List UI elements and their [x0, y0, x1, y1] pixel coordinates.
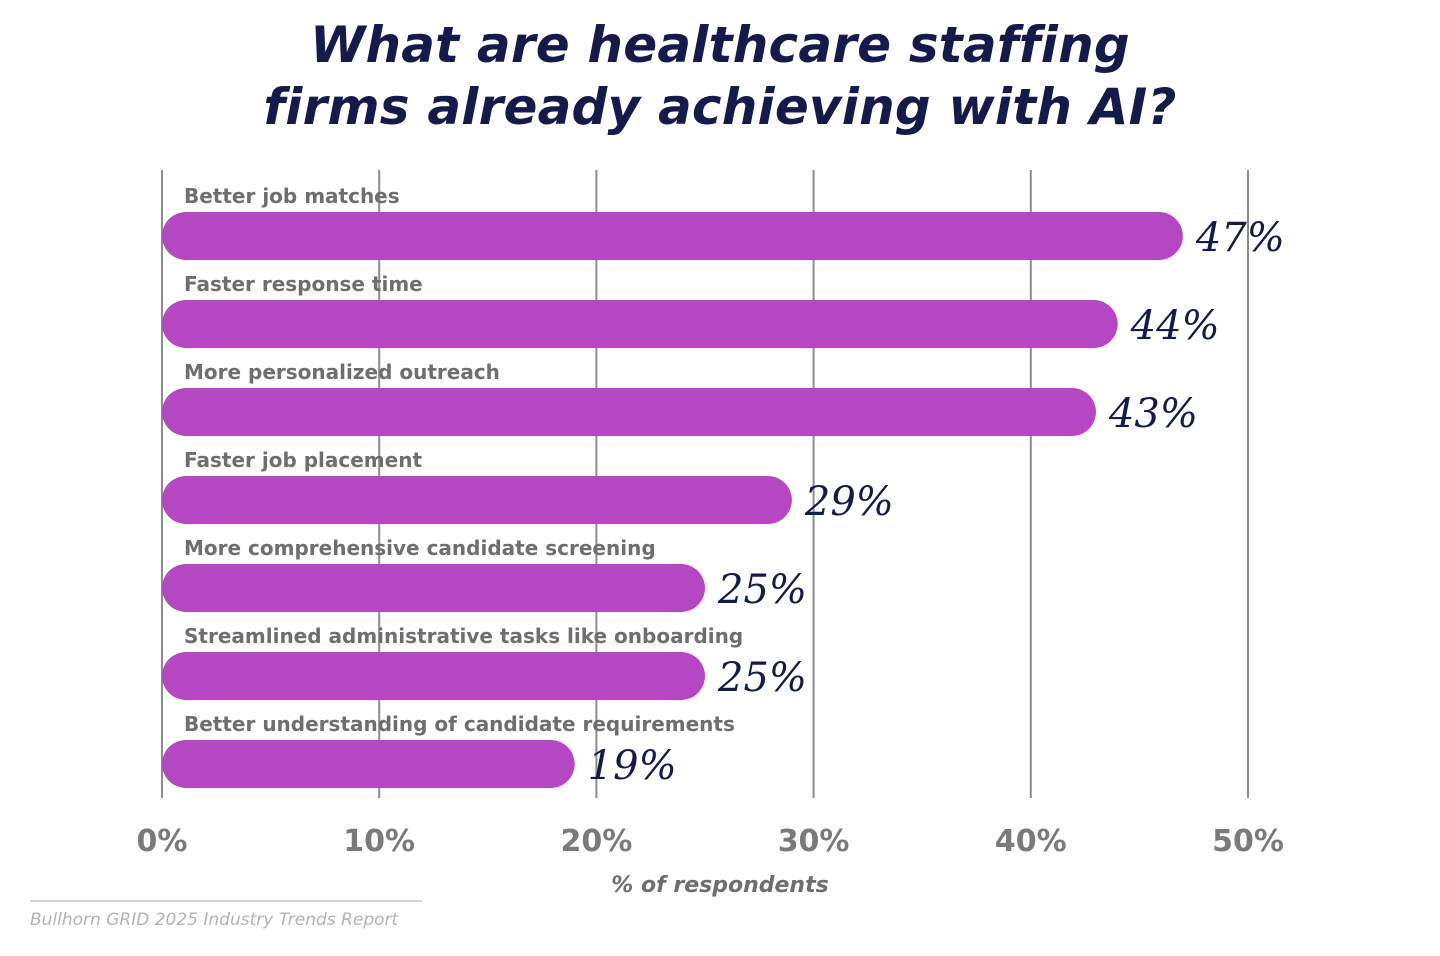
bar-category-label: More personalized outreach — [184, 360, 500, 384]
bar-value-label: 25% — [717, 655, 807, 701]
x-axis-ticks: 0% 10% 20% 30% 40% 50% — [137, 824, 1284, 859]
bar-value-label: 19% — [588, 743, 677, 789]
chart-title: What are healthcare staffing firms alrea… — [0, 14, 1440, 138]
bar — [162, 300, 1118, 348]
x-tick-label: 30% — [778, 824, 850, 859]
source-note: Bullhorn GRID 2025 Industry Trends Repor… — [30, 910, 399, 930]
x-tick-label: 40% — [995, 824, 1067, 859]
x-tick-label: 50% — [1212, 824, 1284, 859]
bar-value-label: 43% — [1108, 391, 1198, 437]
x-tick-label: 10% — [343, 824, 415, 859]
x-axis-title: % of respondents — [611, 873, 828, 898]
bars: Better job matches 47% Faster response tim… — [162, 184, 1285, 789]
bar-value-label: 44% — [1130, 303, 1220, 349]
bar-value-label: 25% — [717, 567, 807, 613]
bar — [162, 740, 575, 788]
chart-title-line-1: What are healthcare staffing — [310, 16, 1130, 74]
bar — [162, 212, 1183, 260]
bar-category-label: Faster job placement — [184, 448, 422, 472]
x-tick-label: 20% — [560, 824, 632, 859]
bar-category-label: Streamlined administrative tasks like on… — [184, 624, 743, 648]
bar-category-label: Better understanding of candidate requir… — [184, 712, 735, 736]
bar-category-label: Better job matches — [184, 184, 400, 208]
bar-value-label: 47% — [1195, 215, 1285, 261]
bar-category-label: Faster response time — [184, 272, 423, 296]
chart-title-line-2: firms already achieving with AI? — [263, 78, 1177, 136]
source-divider — [30, 900, 422, 902]
bar — [162, 564, 705, 612]
x-tick-label: 0% — [137, 824, 188, 859]
bar-value-label: 29% — [804, 479, 894, 525]
bar-category-label: More comprehensive candidate screening — [184, 536, 656, 560]
bar — [162, 476, 792, 524]
bar — [162, 652, 705, 700]
bar — [162, 388, 1096, 436]
